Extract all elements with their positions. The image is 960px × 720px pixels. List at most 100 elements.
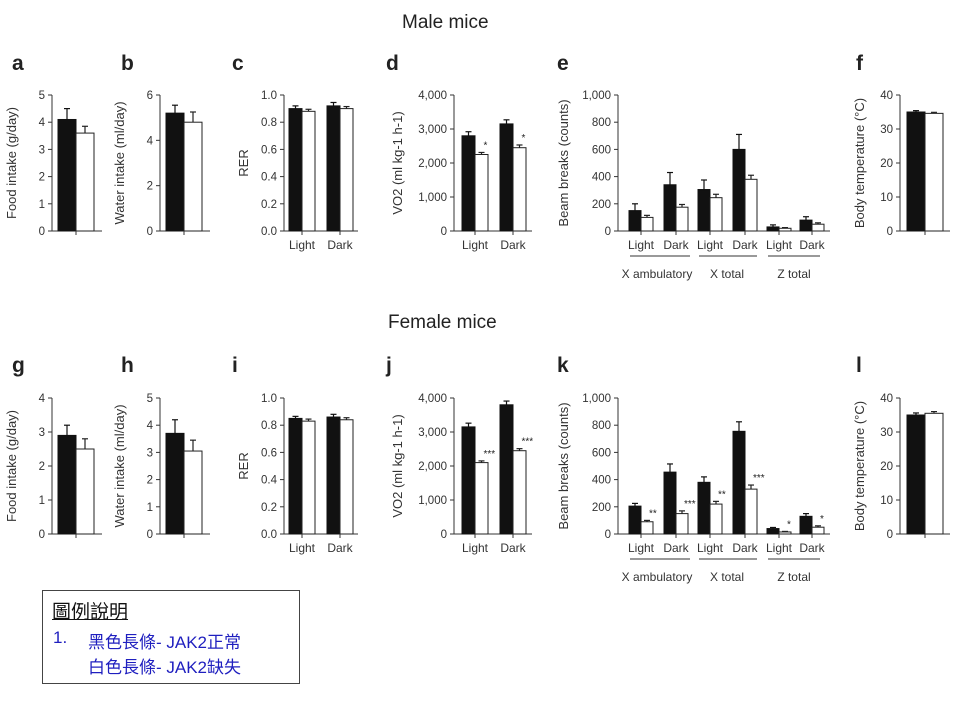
panel-letter-b: b (121, 52, 134, 75)
y-tick-label: 1.0 (261, 90, 277, 102)
x-category-label: Light (462, 541, 489, 555)
y-axis-label: Food intake (g/day) (4, 410, 19, 522)
panel-letter-i: i (232, 354, 238, 377)
x-category-label: Dark (732, 238, 758, 252)
x-category-label: Light (697, 541, 724, 555)
x-category-label: Light (766, 541, 793, 555)
significance-stars: ** (718, 489, 726, 500)
y-tick-label: 1,000 (418, 495, 447, 507)
significance-stars: * (484, 140, 488, 151)
y-tick-label: 0.6 (261, 447, 277, 459)
y-tick-label: 0.2 (261, 199, 277, 211)
y-tick-label: 0 (147, 529, 153, 541)
legend-number: 1. (53, 628, 68, 647)
x-category-label: Dark (799, 541, 825, 555)
y-axis-label: Water intake (ml/day) (112, 404, 127, 527)
panel-letter-h: h (121, 354, 134, 377)
significance-stars: * (787, 519, 791, 530)
y-tick-label: 3 (39, 144, 45, 156)
bar-jak2-deficient (924, 412, 944, 535)
female-section-title: Female mice (388, 312, 497, 333)
x-category-label: Dark (799, 238, 825, 252)
y-axis-label: Beam breaks (counts) (556, 99, 571, 226)
y-tick-label: 40 (880, 90, 893, 102)
group-label: Z total (777, 267, 810, 281)
y-tick-label: 0.8 (261, 117, 277, 129)
panel-letter-f: f (856, 52, 863, 75)
y-tick-label: 4 (39, 393, 46, 405)
y-tick-label: 0 (605, 529, 611, 541)
y-tick-label: 40 (880, 393, 893, 405)
y-tick-label: 2,000 (418, 158, 447, 170)
y-axis-label: VO2 (ml kg-1 h-1) (390, 414, 405, 517)
x-category-label: Light (628, 238, 655, 252)
y-tick-label: 0.4 (261, 475, 278, 487)
y-tick-label: 10 (880, 495, 893, 507)
y-tick-label: 600 (592, 144, 611, 156)
x-category-label: Dark (500, 541, 526, 555)
y-tick-label: 4 (39, 117, 46, 129)
x-category-label: Light (697, 238, 724, 252)
panel-letter-j: j (386, 354, 392, 377)
group-label: X total (710, 570, 744, 584)
significance-stars: ** (649, 508, 657, 519)
y-tick-label: 3 (39, 427, 45, 439)
y-tick-label: 0.0 (261, 226, 277, 238)
y-tick-label: 0 (441, 529, 447, 541)
y-tick-label: 1,000 (582, 393, 611, 405)
y-tick-label: 200 (592, 502, 611, 514)
y-tick-label: 4,000 (418, 90, 447, 102)
x-category-label: Light (766, 238, 793, 252)
y-axis-label: Water intake (ml/day) (112, 101, 127, 224)
x-category-label: Light (289, 238, 316, 252)
y-tick-label: 2,000 (418, 461, 447, 473)
y-tick-label: 2 (147, 181, 153, 193)
group-label: X total (710, 267, 744, 281)
y-tick-label: 1,000 (418, 192, 447, 204)
x-category-label: Dark (663, 238, 689, 252)
panel-letter-l: l (856, 354, 862, 377)
y-tick-label: 4 (147, 135, 154, 147)
y-tick-label: 0 (39, 226, 45, 238)
significance-stars: *** (684, 499, 696, 510)
panel-letter-k: k (557, 354, 569, 377)
y-axis-label: Food intake (g/day) (4, 107, 19, 219)
y-axis-label: Body temperature (°C) (852, 98, 867, 228)
y-tick-label: 3 (147, 447, 153, 459)
group-label: X ambulatory (622, 570, 693, 584)
bar-jak2-normal (906, 414, 926, 535)
y-tick-label: 600 (592, 447, 611, 459)
y-tick-label: 1 (39, 495, 45, 507)
y-tick-label: 400 (592, 172, 611, 184)
y-axis-label: RER (236, 452, 251, 479)
y-tick-label: 1 (147, 502, 153, 514)
y-tick-label: 0.6 (261, 144, 277, 156)
y-tick-label: 4 (147, 420, 154, 432)
y-tick-label: 30 (880, 427, 893, 439)
significance-stars: *** (522, 437, 534, 448)
y-tick-label: 2 (147, 475, 153, 487)
y-axis-label: RER (236, 149, 251, 176)
x-category-label: Light (289, 541, 316, 555)
y-axis-label: Body temperature (°C) (852, 401, 867, 531)
y-tick-label: 5 (39, 90, 45, 102)
y-tick-label: 1,000 (582, 90, 611, 102)
y-tick-label: 2 (39, 172, 45, 184)
panel-letter-g: g (12, 354, 25, 377)
y-tick-label: 800 (592, 117, 611, 129)
y-tick-label: 0 (605, 226, 611, 238)
significance-stars: * (820, 514, 824, 525)
y-tick-label: 0.2 (261, 502, 277, 514)
y-tick-label: 0 (39, 529, 45, 541)
x-category-label: Dark (500, 238, 526, 252)
x-category-label: Dark (327, 541, 353, 555)
x-category-label: Light (462, 238, 489, 252)
